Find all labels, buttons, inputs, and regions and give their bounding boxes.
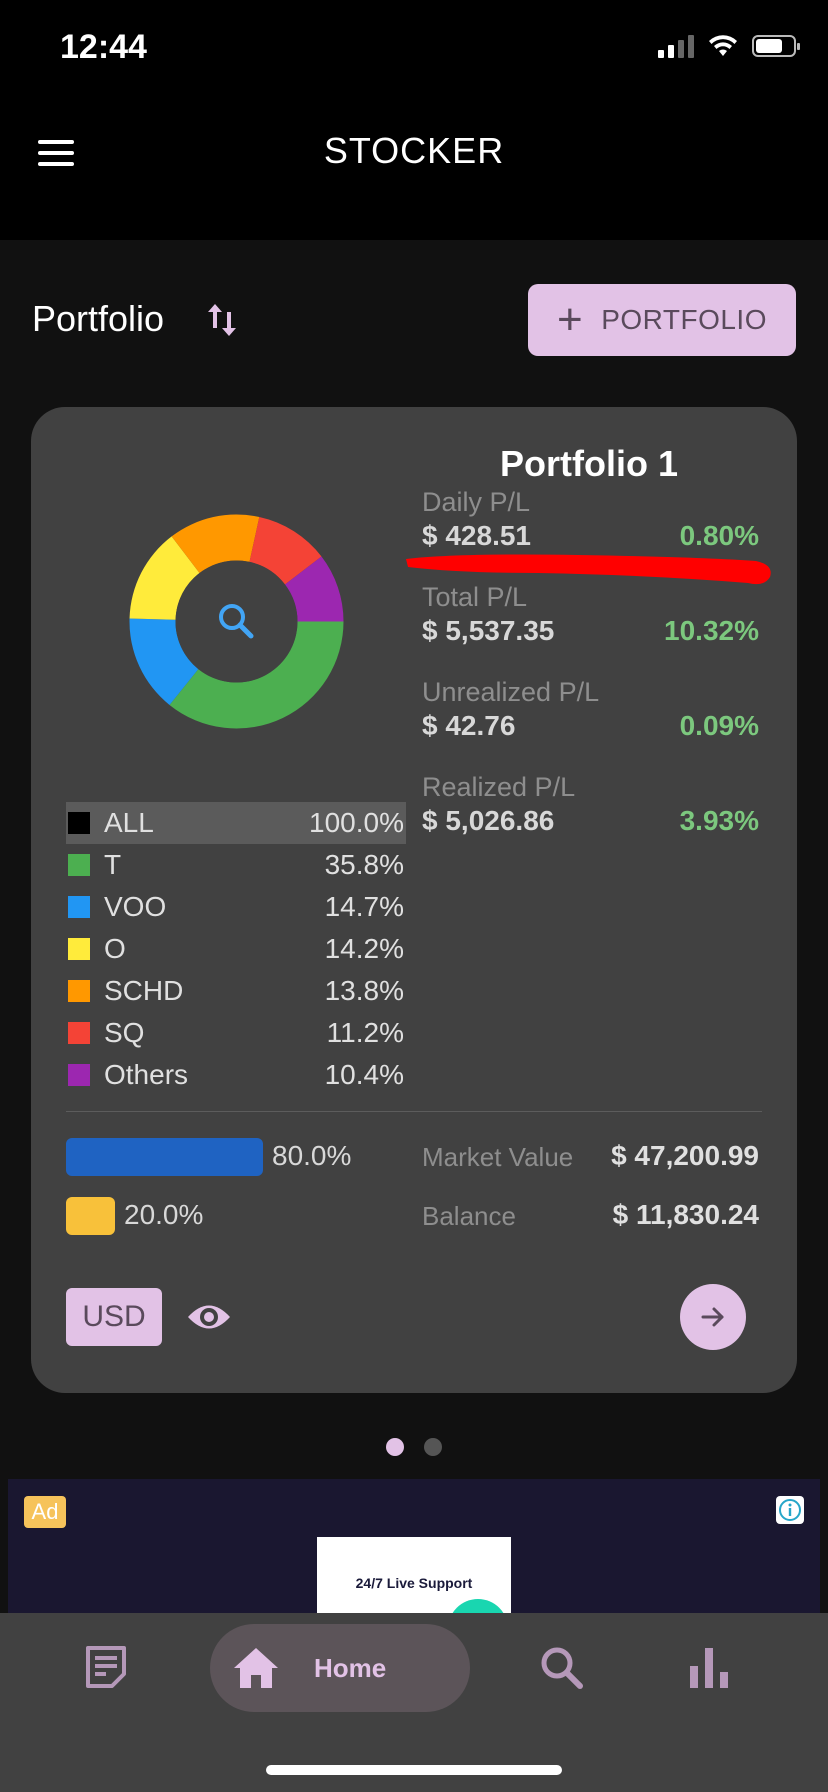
allocation-donut-chart[interactable] [128,513,345,730]
cellular-signal-icon [658,34,694,58]
portfolio-title: Portfolio 1 [500,443,678,484]
legend-name: O [104,933,126,964]
home-indicator [266,1765,562,1775]
invested-allocation-bar [66,1138,263,1176]
ad-creative-text: 24/7 Live Support [355,1575,473,1591]
legend-item[interactable]: Others 10.4% [66,1054,406,1096]
legend-item[interactable]: VOO 14.7% [66,886,406,928]
legend-swatch [68,980,90,1002]
info-icon[interactable] [776,1496,804,1524]
legend-name: VOO [104,891,167,922]
add-portfolio-button[interactable]: + PORTFOLIO [528,284,796,356]
open-portfolio-button[interactable] [680,1284,746,1350]
legend-item[interactable]: SCHD 13.8% [66,970,406,1012]
pager-dot-2[interactable] [424,1438,442,1456]
legend-pct: 35.8% [324,849,404,880]
daily-pl-value: $ 428.51 [422,520,531,551]
portfolio-heading: Portfolio [32,298,165,339]
donut-slice-others[interactable] [284,556,344,622]
legend-name: SCHD [104,975,184,1006]
app-header [0,100,828,240]
donut-slice-o[interactable] [129,536,200,620]
legend-pct: 11.2% [326,1017,404,1048]
add-portfolio-label: PORTFOLIO [601,304,767,335]
invested-allocation-pct: 80.0% [272,1140,352,1171]
ad-badge: Ad [24,1496,66,1528]
wifi-icon [709,35,737,56]
cash-allocation-pct: 20.0% [124,1199,204,1230]
legend-swatch [68,1022,90,1044]
stats-chart-icon[interactable] [688,1644,730,1690]
legend-name: T [104,849,122,880]
realized-pl-label: Realized P/L [422,772,576,802]
legend-name: SQ [104,1017,145,1048]
donut-slice-voo[interactable] [129,618,199,705]
legend-swatch [68,938,90,960]
red-annotation-stroke [406,554,771,585]
legend-swatch [68,812,90,834]
cash-allocation-bar [66,1197,115,1235]
market-value-label: Market Value [422,1142,574,1172]
divider [66,1111,762,1112]
battery-icon [752,35,800,57]
home-icon [234,1648,278,1688]
realized-pl-pct: 3.93% [679,805,759,836]
total-pl-value: $ 5,537.35 [422,615,555,646]
legend-pct: 14.2% [324,933,404,964]
donut-slice-t[interactable] [169,621,344,729]
donut-slice-sq[interactable] [249,516,322,585]
legend-item[interactable]: SQ 11.2% [66,1012,406,1054]
search-icon[interactable] [216,601,256,641]
total-pl-pct: 10.32% [664,615,759,646]
menu-icon[interactable] [38,140,74,166]
search-tab-icon[interactable] [538,1644,584,1690]
balance-value: $ 11,830.24 [612,1199,759,1230]
legend-swatch [68,896,90,918]
status-time: 12:44 [60,28,147,66]
daily-pl-pct: 0.80% [679,520,759,551]
donut-slice-schd[interactable] [171,514,260,573]
legend-swatch [68,854,90,876]
unrealized-pl-pct: 0.09% [679,710,759,741]
legend-name: ALL [104,807,154,838]
allocation-legend: ALL 100.0% T 35.8% VOO 14.7% O 14.2% SCHD 13.8% SQ… [66,802,406,1096]
total-pl-label: Total P/L [422,582,528,612]
legend-item[interactable]: O 14.2% [66,928,406,970]
pager-dot-1[interactable] [386,1438,404,1456]
daily-pl-label: Daily P/L [422,487,531,517]
currency-button[interactable]: USD [66,1288,162,1346]
market-value: $ 47,200.99 [611,1140,759,1171]
unrealized-pl-value: $ 42.76 [422,710,516,741]
legend-name: Others [104,1059,189,1090]
nav-home-tab[interactable]: Home [210,1624,470,1712]
balance-label: Balance [422,1201,516,1231]
legend-pct: 14.7% [324,891,404,922]
sort-icon[interactable] [205,300,239,340]
notes-icon[interactable] [84,1644,128,1690]
app-title: STOCKER [323,130,505,171]
realized-pl-value: $ 5,026.86 [422,805,555,836]
status-icons [658,34,800,58]
unrealized-pl-label: Unrealized P/L [422,677,600,707]
plus-icon: + [557,295,584,344]
nav-home-label: Home [314,1652,387,1683]
ad-creative[interactable]: 24/7 Live Support [317,1537,511,1613]
legend-item[interactable]: ALL 100.0% [66,802,406,844]
legend-pct: 13.8% [324,975,404,1006]
arrow-right-icon [701,1307,724,1327]
legend-swatch [68,1064,90,1086]
legend-pct: 10.4% [324,1059,404,1090]
eye-icon[interactable] [186,1300,232,1334]
legend-item[interactable]: T 35.8% [66,844,406,886]
ad-graphic [448,1599,508,1613]
donut-center [175,560,298,683]
legend-pct: 100.0% [309,807,404,838]
